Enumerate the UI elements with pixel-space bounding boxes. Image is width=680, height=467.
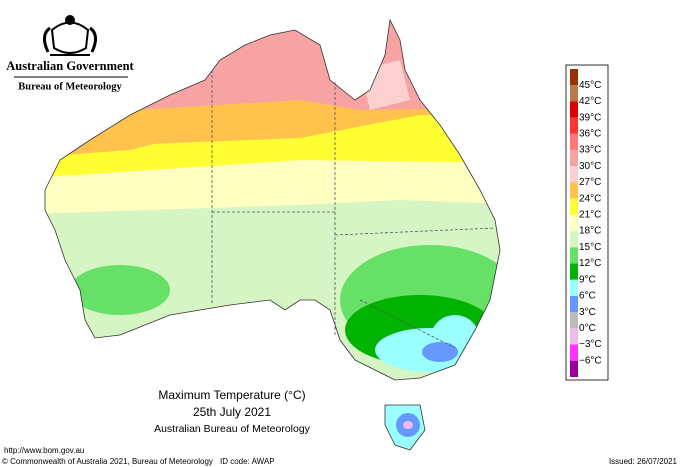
legend-swatch	[570, 214, 578, 232]
legend-swatch	[570, 312, 578, 329]
state-borders	[211, 70, 496, 349]
caption-source: Australian Bureau of Meteorology	[154, 423, 311, 435]
legend-swatch	[570, 328, 578, 345]
header-title: Australian Government	[6, 59, 134, 73]
legend-label: −3°C	[579, 339, 602, 350]
legend-swatch	[570, 85, 578, 102]
header-subtitle: Bureau of Meteorology	[18, 81, 122, 92]
legend-label: 18°C	[579, 226, 601, 237]
logo	[43, 15, 97, 56]
legend-label: 0°C	[579, 323, 596, 334]
legend-swatch	[570, 133, 578, 151]
legend-swatch	[570, 247, 578, 264]
legend-swatch	[570, 279, 578, 296]
footer-id: ID code: AWAP	[220, 457, 275, 466]
legend-label: 36°C	[579, 128, 601, 139]
legend-label: 9°C	[579, 274, 596, 285]
legend-swatch	[570, 360, 578, 377]
legend-swatch	[570, 150, 578, 167]
footer-copyright: © Commonwealth of Australia 2021, Bureau…	[2, 457, 213, 466]
legend-swatch	[570, 295, 578, 313]
coastline	[44, 18, 501, 451]
legend-label: 42°C	[579, 96, 601, 107]
legend-label: 12°C	[579, 258, 601, 269]
legend-label: 30°C	[579, 161, 601, 172]
legend-label: 45°C	[579, 80, 601, 91]
legend-swatch	[570, 182, 578, 199]
legend: 45°C 42°C 39°C 36°C 33°C 30°C 27°C 24°C 21°C 18°C…	[570, 69, 602, 377]
legend-label: −6°C	[579, 355, 602, 366]
legend-swatch	[570, 263, 578, 280]
legend-swatch	[570, 69, 578, 86]
legend-label: 39°C	[579, 112, 601, 123]
caption-title: Maximum Temperature (°C)	[158, 388, 305, 402]
caption-date: 25th July 2021	[193, 405, 271, 419]
legend-swatch	[570, 344, 578, 361]
legend-label: 24°C	[579, 193, 601, 204]
legend-swatch	[570, 117, 578, 134]
footer-url: http://www.bom.gov.au	[4, 446, 84, 455]
legend-swatch	[570, 166, 578, 183]
legend-label: 33°C	[579, 145, 601, 156]
legend-label: 3°C	[579, 307, 596, 318]
legend-swatch	[570, 231, 578, 248]
legend-label: 6°C	[579, 291, 596, 302]
legend-label: 21°C	[579, 210, 601, 221]
legend-swatch	[570, 101, 578, 118]
legend-label: 15°C	[579, 242, 601, 253]
legend-label: 27°C	[579, 177, 601, 188]
footer-issued: Issued: 26/07/2021	[609, 457, 678, 466]
legend-swatch	[570, 198, 578, 215]
